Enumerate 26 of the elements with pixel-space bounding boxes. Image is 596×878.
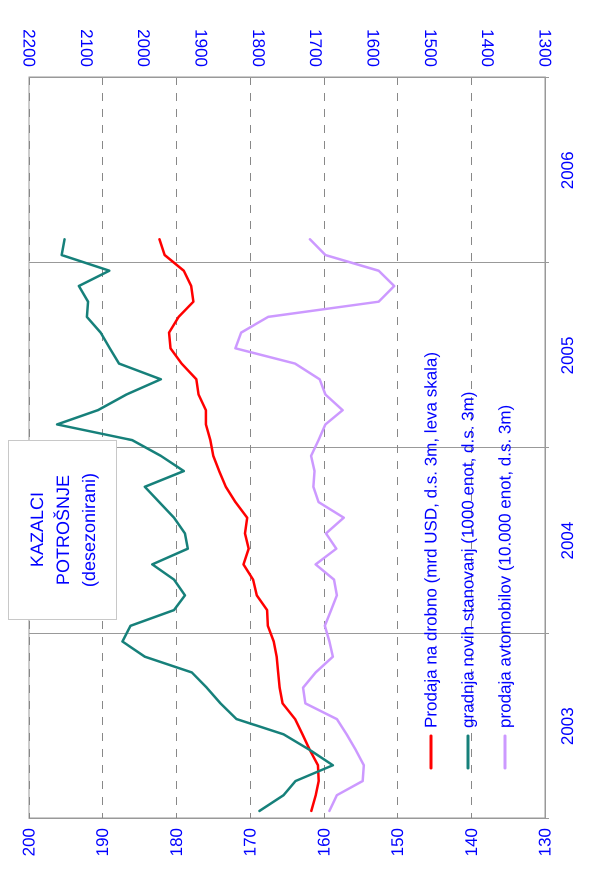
x2-tick-label: 1400 [478,29,498,67]
x-tick-label: 130 [536,828,554,856]
x-tick-label: 160 [314,828,334,856]
x2-tick-label: 2000 [134,29,154,67]
x2-tick-label: 2100 [76,29,96,67]
text-box: KAZALCI POTROŠNJE (desezonirani) [8,440,117,620]
y-tick-label: 2005 [558,336,577,374]
x2-tick-label: 1600 [364,29,382,67]
x2-tick-label: 1800 [248,29,268,67]
x2-tick-label: 1700 [306,29,326,67]
x-tick-label: 170 [240,828,260,856]
x-tick-label: 150 [388,828,408,856]
x-tick-label: 140 [462,828,481,856]
x-tick-label: 190 [93,828,112,856]
x2-tick-label: 1300 [536,29,554,67]
x-tick-label: 200 [20,828,38,856]
x2-tick-label: 1900 [192,29,210,67]
text: prodaja avtomobilov (10.000 enot, d.s. 3m) [496,404,514,728]
y-tick-label: 2006 [558,151,577,190]
x-tick-label: 180 [166,828,186,856]
x2-tick-label: 1500 [420,29,440,67]
text: Prodaja na drobno (mrd USD, d.s. 3m, leva skala) [422,352,440,728]
x2-tick-label: 2200 [20,29,38,67]
text: gradnja novih stanovanj (1000 enot, d.s. 3m) [458,392,478,728]
y-tick-label: 2003 [558,707,577,746]
y-tick-label: 2004 [558,522,577,560]
